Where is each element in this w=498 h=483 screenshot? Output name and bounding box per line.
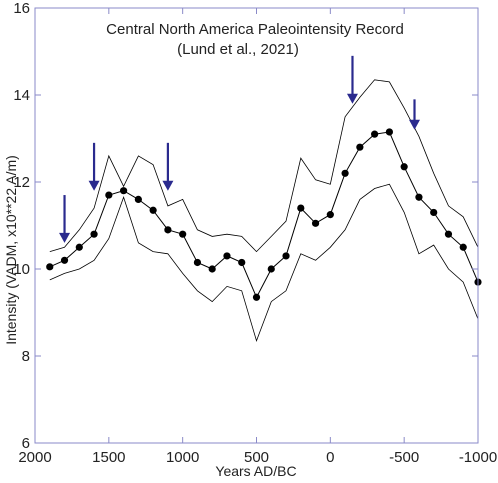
data-point [267, 265, 275, 273]
data-point [297, 204, 305, 212]
x-tick-label: 0 [326, 449, 334, 466]
x-axis-title: Years AD/BC [215, 463, 296, 479]
data-point [341, 169, 349, 177]
x-tick-label: -500 [389, 449, 419, 466]
data-point [444, 230, 453, 238]
data-point [60, 256, 69, 264]
arrow-down-icon [59, 232, 71, 243]
x-tick-label: 1000 [166, 449, 199, 466]
y-tick-label: 14 [13, 87, 30, 104]
arrow-down-icon [409, 119, 421, 130]
data-point [326, 211, 334, 219]
data-point [90, 230, 98, 238]
x-tick-label: 2000 [18, 449, 51, 466]
data-point [459, 243, 467, 251]
chart-title: Central North America Paleointensity Rec… [106, 21, 404, 38]
chart-subtitle: (Lund et al., 2021) [177, 41, 299, 58]
data-point [311, 219, 320, 227]
y-axis-title: Intensity (VADM, x10**22 A/m) [3, 155, 19, 345]
data-point [120, 187, 128, 195]
data-point [105, 191, 113, 199]
data-point [252, 293, 261, 301]
data-point [208, 265, 216, 273]
series-line-upper-bound [49, 79, 479, 253]
y-tick-label: 12 [13, 174, 30, 191]
data-point [193, 258, 202, 267]
series-line-mean [49, 131, 479, 299]
data-point [415, 193, 423, 201]
y-tick-label: 8 [22, 348, 30, 365]
arrow-down-icon [162, 180, 174, 191]
x-tick-label: -1000 [459, 449, 497, 466]
axes: 2000 1500 1000 500 0 -500 -1000 6 8 10 12 14 16 [13, 0, 497, 466]
data-point [75, 243, 83, 251]
x-tick-label: 1500 [92, 449, 125, 466]
data-point [430, 208, 438, 217]
arrow-down-icon [88, 180, 100, 191]
y-tick-label: 16 [13, 0, 30, 17]
y-tick-label: 6 [22, 435, 30, 452]
data-point [149, 206, 157, 214]
data-point [134, 195, 142, 203]
data-point [238, 258, 246, 267]
data-point [223, 252, 231, 260]
data-point [46, 263, 54, 271]
series-line-lower-bound [49, 183, 479, 343]
data-point [385, 128, 393, 136]
data-point [371, 130, 379, 138]
plot-frame [34, 7, 479, 444]
x-tick-label: 500 [244, 449, 269, 466]
data-point [282, 252, 290, 260]
data-point [179, 230, 187, 238]
plot-area [46, 55, 482, 343]
data-point [164, 226, 172, 234]
arrow-down-icon [346, 93, 358, 104]
data-point [356, 143, 364, 151]
y-tick-label: 10 [13, 261, 30, 278]
data-point [400, 163, 408, 171]
